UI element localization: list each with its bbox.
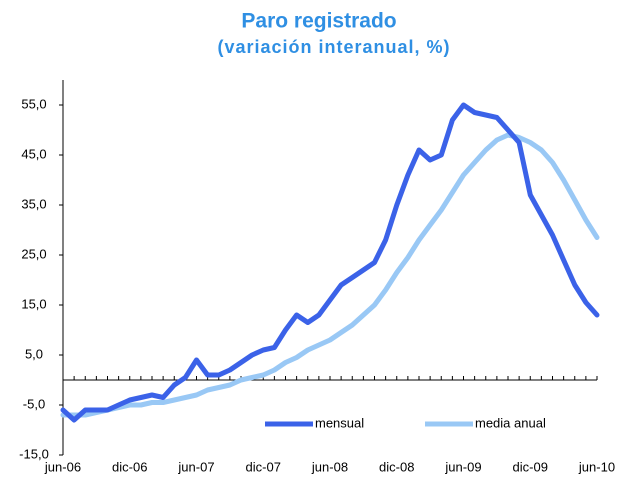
x-tick-label: dic-07 <box>246 459 281 474</box>
y-tick-label: 25,0 <box>21 246 46 261</box>
series-line <box>60 102 600 423</box>
x-tick-label: dic-09 <box>513 459 548 474</box>
y-tick-label: -5,0 <box>23 396 45 411</box>
chart-subtitle: (variación interanual, %) <box>217 37 450 57</box>
legend-label: media anual <box>475 415 546 430</box>
y-tick-label: -15,0 <box>19 446 49 461</box>
legend-label: mensual <box>315 415 364 430</box>
y-tick-label: 45,0 <box>21 146 46 161</box>
x-tick-label: dic-06 <box>112 459 147 474</box>
x-tick-label: jun-09 <box>444 459 481 474</box>
chart-title: Paro registrado <box>241 10 396 33</box>
x-tick-label: jun-07 <box>177 459 214 474</box>
y-tick-label: 35,0 <box>21 196 46 211</box>
x-tick-label: jun-10 <box>578 459 615 474</box>
series-line <box>60 132 600 418</box>
y-tick-label: 55,0 <box>21 96 46 111</box>
x-tick-label: jun-08 <box>311 459 348 474</box>
y-tick-label: 5,0 <box>25 346 43 361</box>
x-tick-label: jun-06 <box>44 459 81 474</box>
y-tick-label: 15,0 <box>21 296 46 311</box>
x-tick-label: dic-08 <box>379 459 414 474</box>
